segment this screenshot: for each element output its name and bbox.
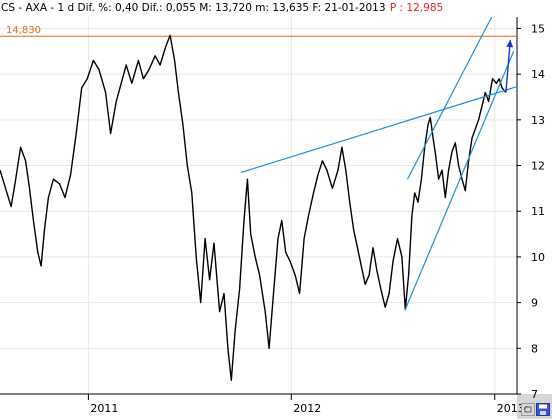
arrow-shaft bbox=[505, 39, 512, 93]
y-tick-label: 8 bbox=[531, 342, 538, 355]
y-tick-label: 7 bbox=[531, 388, 538, 401]
resistance-level: 14,830 bbox=[0, 25, 517, 37]
y-axis-ticks: 15 14 13 12 11 10 9 8 7 bbox=[517, 22, 545, 401]
y-tick-label: 14 bbox=[531, 68, 545, 81]
plot-background bbox=[0, 17, 552, 419]
projection-arrow bbox=[505, 39, 514, 93]
y-tick-label: 12 bbox=[531, 160, 545, 173]
trendline bbox=[404, 51, 515, 310]
trendlines bbox=[241, 7, 517, 310]
resistance-label: 14,830 bbox=[6, 25, 41, 36]
header-stats: CS - AXA - 1 d Dif. %: 0,40 Dif.: 0,055 … bbox=[1, 2, 386, 14]
trendline bbox=[406, 7, 497, 180]
x-tick-label: 2011 bbox=[90, 402, 118, 415]
refresh-icon[interactable] bbox=[521, 401, 535, 416]
x-axis-ticks: 2011 2012 2013 bbox=[87, 394, 525, 415]
y-tick-label: 9 bbox=[531, 297, 538, 310]
price-line bbox=[0, 34, 507, 381]
y-tick-label: 15 bbox=[531, 22, 545, 35]
x-tick-label: 2012 bbox=[293, 402, 321, 415]
arrow-head bbox=[506, 39, 514, 48]
y-tick-label: 13 bbox=[531, 114, 545, 127]
save-icon[interactable] bbox=[536, 401, 550, 416]
trendline bbox=[241, 86, 517, 173]
x-tick-label: 2013 bbox=[497, 402, 525, 415]
price-series bbox=[0, 34, 507, 381]
y-tick-label: 11 bbox=[531, 205, 545, 218]
header-last-price: P : 12,985 bbox=[389, 2, 444, 14]
y-tick-label: 10 bbox=[531, 251, 545, 264]
chart-header: CS - AXA - 1 d Dif. %: 0,40 Dif.: 0,055 … bbox=[0, 0, 552, 17]
